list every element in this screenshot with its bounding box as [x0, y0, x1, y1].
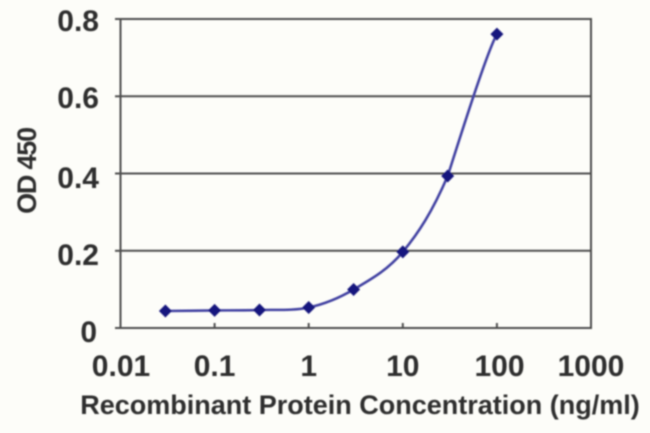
svg-text:100: 100	[474, 350, 524, 383]
svg-text:0.1: 0.1	[194, 350, 236, 383]
svg-text:0.6: 0.6	[57, 82, 99, 115]
svg-text:OD 450: OD 450	[12, 128, 42, 214]
svg-text:0: 0	[80, 316, 97, 349]
svg-text:0.8: 0.8	[57, 5, 99, 38]
svg-text:0.01: 0.01	[92, 350, 150, 383]
svg-text:1000: 1000	[558, 350, 625, 383]
svg-text:0.4: 0.4	[57, 162, 99, 195]
svg-text:10: 10	[386, 350, 419, 383]
svg-text:0.2: 0.2	[57, 239, 99, 272]
svg-text:1: 1	[300, 350, 317, 383]
svg-text:Recombinant Protein Concentrat: Recombinant Protein Concentration (ng/ml…	[80, 390, 640, 420]
